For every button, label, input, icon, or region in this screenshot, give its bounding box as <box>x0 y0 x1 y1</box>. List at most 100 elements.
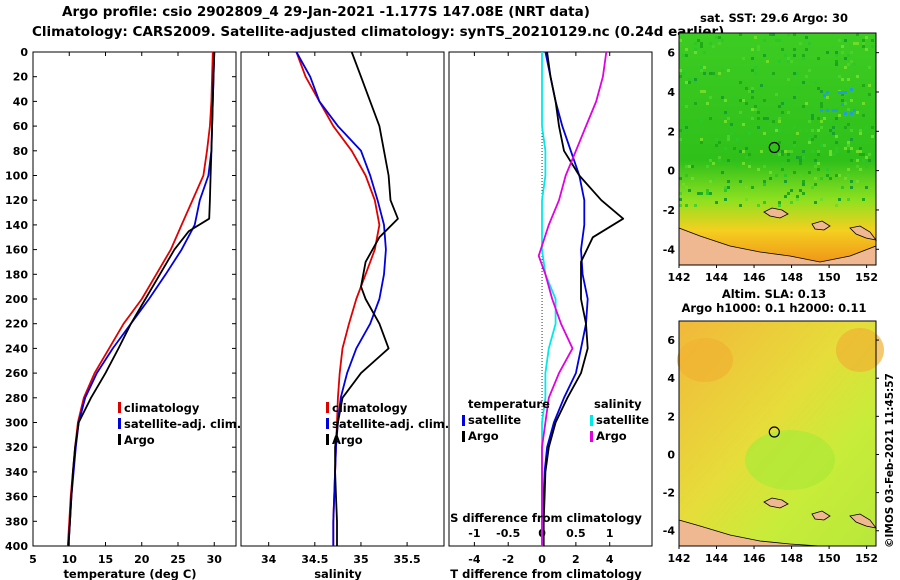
sst-pixel <box>838 189 841 192</box>
sst-pixel <box>718 156 721 159</box>
sst-pixel <box>859 132 862 135</box>
series-line-argo <box>334 51 399 546</box>
sst-pixel <box>790 150 793 153</box>
sst-pixel <box>772 72 775 75</box>
sst-pixel <box>865 126 868 129</box>
depth-tick-label: 360 <box>5 491 28 504</box>
sst-pixel <box>703 102 706 105</box>
sst-pixel <box>832 153 835 156</box>
sst-pixel <box>775 39 778 42</box>
figure-title-line2: Climatology: CARS2009. Satellite-adjuste… <box>32 24 725 40</box>
sst-pixel <box>763 180 766 183</box>
sst-pixel <box>751 87 754 90</box>
sst-pixel <box>754 66 757 69</box>
lon-tick-label: 150 <box>818 552 841 565</box>
sst-pixel <box>841 51 844 54</box>
temperature-axis-ticks: 5 10 15 20 25 30 <box>29 52 222 566</box>
x-tick-label: 10 <box>62 553 78 566</box>
sst-pixel <box>751 186 754 189</box>
sst-land-island-2 <box>811 220 831 231</box>
sst-pixel <box>799 162 802 165</box>
sst-pixel <box>817 153 820 156</box>
sst-pixel <box>727 186 730 189</box>
sst-pixel <box>793 171 796 174</box>
sst-pixel <box>754 36 757 39</box>
sst-pixel <box>856 33 859 36</box>
sst-pixel <box>793 54 796 57</box>
sst-pixel <box>835 174 838 177</box>
sst-pixel <box>865 36 868 39</box>
sst-pixel <box>733 147 736 150</box>
lat-tick-label: 2 <box>667 410 675 423</box>
sst-pixel <box>751 117 754 120</box>
sst-pixel <box>826 51 829 54</box>
sst-pixel <box>781 153 784 156</box>
sst-pixel <box>838 75 841 78</box>
sst-pixel <box>802 54 805 57</box>
sst-pixel <box>823 144 826 147</box>
sst-pixel <box>697 192 700 195</box>
sst-pixel <box>799 42 802 45</box>
sst-pixel <box>778 120 781 123</box>
sst-pixel <box>763 183 766 186</box>
sst-pixel <box>871 135 874 138</box>
sst-pixel <box>811 150 814 153</box>
sst-pixel <box>763 132 766 135</box>
sst-pixel <box>868 93 871 96</box>
sst-pixel <box>787 78 790 81</box>
sst-pixel <box>784 54 787 57</box>
sst-pixel <box>781 48 784 51</box>
sst-pixel <box>778 201 781 204</box>
legend-temperature-title: temperature <box>468 397 550 411</box>
legend-salinity-title: salinity <box>594 397 642 411</box>
sst-pixel <box>766 60 769 63</box>
sst-pixel <box>685 126 688 129</box>
sst-pixel <box>841 93 844 96</box>
sst-pixel <box>802 150 805 153</box>
sst-pixel <box>856 150 859 153</box>
sst-pixel <box>763 54 766 57</box>
sst-pixel <box>757 117 760 120</box>
sst-pixel <box>805 36 808 39</box>
sst-pixel <box>859 168 862 171</box>
sst-pixel <box>760 150 763 153</box>
sst-pixel <box>808 138 811 141</box>
sst-pixel <box>688 189 691 192</box>
depth-tick-label: 60 <box>13 120 29 133</box>
temperature-legend: climatology satellite-adj. clim. Argo <box>118 401 241 447</box>
sst-pixel <box>712 177 715 180</box>
sst-pixel <box>778 129 781 132</box>
sst-pixel <box>718 159 721 162</box>
sst-pixel <box>850 51 853 54</box>
sst-pixel <box>811 117 814 120</box>
sst-pixel <box>700 42 703 45</box>
sst-pixel <box>721 171 724 174</box>
depth-tick-label: 120 <box>5 194 28 207</box>
sst-pixel <box>850 129 853 132</box>
x-tick-label: 0 <box>538 553 546 566</box>
sst-pixel <box>823 117 826 120</box>
sst-pixel <box>850 180 853 183</box>
sst-pixel <box>808 111 811 114</box>
sst-pixel <box>751 90 754 93</box>
sst-pixel <box>871 39 874 42</box>
sst-pixel <box>859 147 862 150</box>
sst-pixel <box>703 72 706 75</box>
sst-pixel <box>775 174 778 177</box>
x-tick-label: -4 <box>468 553 481 566</box>
legend-label: Argo <box>124 433 155 447</box>
sst-pixel <box>793 144 796 147</box>
legend-t-satellite: satellite <box>468 413 521 427</box>
sst-pixel <box>820 144 823 147</box>
sst-pixel <box>844 147 847 150</box>
sst-pixel <box>766 117 769 120</box>
sst-pixel <box>808 69 811 72</box>
sst-pixel <box>805 129 808 132</box>
sst-pixel <box>805 48 808 51</box>
sst-pixel <box>868 159 871 162</box>
depth-tick-label: 260 <box>5 367 28 380</box>
sst-pixel <box>679 198 682 201</box>
sst-pixel <box>814 183 817 186</box>
sst-pixel <box>757 48 760 51</box>
lat-tick-label: 0 <box>667 448 675 461</box>
